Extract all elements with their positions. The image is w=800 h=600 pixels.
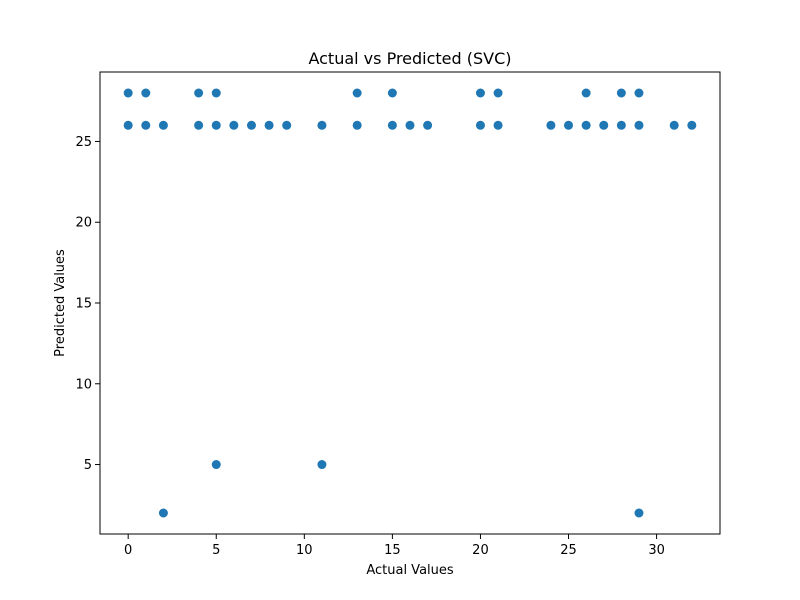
data-point (229, 120, 239, 130)
data-point (123, 120, 133, 130)
x-tick-label: 20 (472, 543, 489, 558)
y-tick-label: 5 (84, 458, 92, 473)
y-axis-label: Predicted Values (53, 249, 68, 357)
y-tick-label: 15 (75, 297, 92, 312)
x-tick-label: 10 (296, 543, 313, 558)
data-point (194, 88, 204, 98)
data-point (493, 120, 503, 130)
data-point (352, 88, 362, 98)
data-point (687, 120, 697, 130)
data-point (282, 120, 292, 130)
data-point (616, 120, 626, 130)
data-point (616, 88, 626, 98)
data-point (317, 120, 327, 130)
x-tick-label: 15 (384, 543, 401, 558)
y-tick-label: 10 (75, 377, 92, 392)
data-point (669, 120, 679, 130)
data-point (423, 120, 433, 130)
data-point (158, 120, 168, 130)
chart-title: Actual vs Predicted (SVC) (308, 49, 511, 68)
data-point (387, 120, 397, 130)
data-point (141, 120, 151, 130)
data-point (264, 120, 274, 130)
data-point (634, 88, 644, 98)
data-point (123, 88, 133, 98)
data-point (211, 120, 221, 130)
data-point (599, 120, 609, 130)
data-point (634, 508, 644, 518)
x-tick-label: 30 (648, 543, 665, 558)
data-point (564, 120, 574, 130)
data-point (634, 120, 644, 130)
plot-area (123, 88, 697, 518)
data-point (317, 460, 327, 470)
x-axis: 0 5 10 15 20 25 30 (124, 534, 665, 558)
x-tick-label: 25 (560, 543, 577, 558)
data-point (475, 88, 485, 98)
data-point (405, 120, 415, 130)
x-axis-label: Actual Values (366, 563, 454, 578)
data-point (546, 120, 556, 130)
y-axis: 5 10 15 20 25 (75, 135, 100, 473)
data-point (387, 88, 397, 98)
data-point (493, 88, 503, 98)
data-point (211, 88, 221, 98)
data-point (141, 88, 151, 98)
x-tick-label: 0 (124, 543, 132, 558)
data-point (246, 120, 256, 130)
data-point (581, 120, 591, 130)
y-tick-label: 20 (75, 216, 92, 231)
data-point (211, 460, 221, 470)
data-point (352, 120, 362, 130)
data-point (194, 120, 204, 130)
x-tick-label: 5 (212, 543, 220, 558)
y-tick-label: 25 (75, 135, 92, 150)
data-point (581, 88, 591, 98)
data-point (158, 508, 168, 518)
data-point (475, 120, 485, 130)
